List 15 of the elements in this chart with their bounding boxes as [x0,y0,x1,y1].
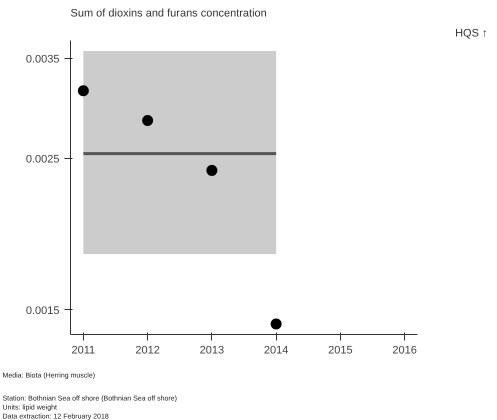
point [142,115,154,126]
point [78,85,89,96]
x-tick-label: 2015 [328,344,353,356]
chart-title: Sum of dioxins and furans concentration [70,8,267,20]
x-tick-label: 2011 [72,344,96,356]
point [206,164,218,176]
x-tick-label: 2013 [200,344,224,356]
x-tick-label: 2014 [264,344,288,356]
point [270,318,282,330]
y-tick-label: 0.0015 [26,304,60,317]
x-tick-label: 2016 [392,344,417,356]
text: HQS ↑ [455,28,488,40]
y-tick-label: 0.0035 [26,54,60,66]
x-tick-label: 2012 [135,344,160,356]
y-tick-label: 0.0025 [26,153,60,166]
